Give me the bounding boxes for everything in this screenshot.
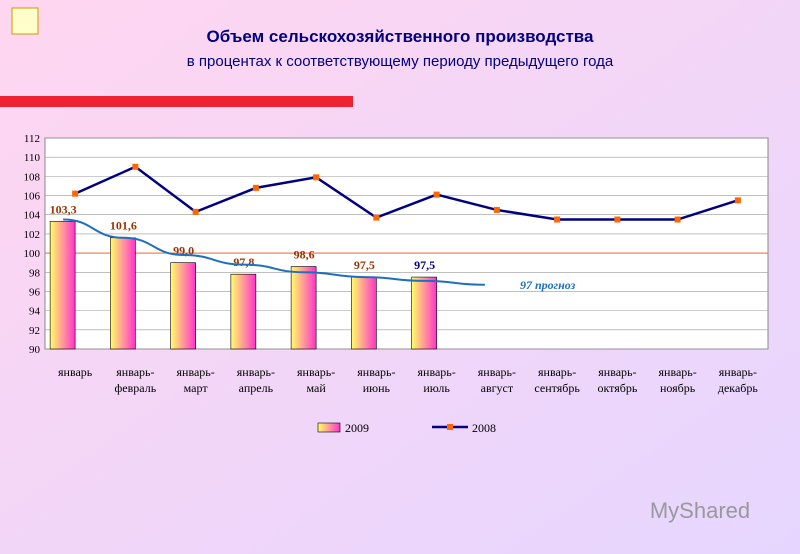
x-tick-label: январь-апрель	[237, 365, 275, 395]
legend-marker	[447, 424, 453, 430]
y-tick-label: 112	[24, 133, 40, 145]
legend-label: 2008	[472, 421, 496, 435]
x-tick-label: январь-октябрь	[597, 365, 637, 395]
line-2008	[74, 165, 739, 221]
bar	[170, 262, 196, 350]
bar	[411, 276, 437, 350]
trend-line	[63, 218, 485, 286]
y-tick-label: 110	[24, 152, 41, 164]
y-tick-label: 92	[29, 325, 40, 337]
line-marker	[313, 174, 320, 181]
x-tick-label: январь-сентябрь	[534, 365, 580, 395]
slide-icon	[11, 7, 39, 35]
line-marker	[252, 184, 259, 191]
y-tick-label: 100	[24, 248, 41, 260]
x-tick-label: январь-июнь	[357, 365, 395, 395]
y-tick-label: 94	[29, 306, 41, 318]
line-marker	[614, 216, 621, 223]
watermark: MyShared	[650, 498, 750, 523]
x-tick-label: январь-ноябрь	[659, 365, 697, 395]
line-marker	[433, 191, 440, 198]
y-tick-label: 96	[29, 286, 41, 298]
y-tick-label: 106	[24, 191, 41, 203]
value-label: 101,6	[110, 219, 137, 233]
value-label: 97,8	[233, 255, 254, 269]
x-tick-label: январь-август	[478, 365, 516, 395]
y-tick-label: 104	[24, 210, 41, 222]
bar	[110, 237, 136, 350]
red-stripe	[0, 96, 353, 107]
x-tick-label: январь-май	[297, 365, 335, 395]
value-label: 103,3	[50, 202, 77, 216]
y-tick-label: 102	[24, 229, 41, 241]
y-tick-label: 98	[29, 267, 41, 279]
legend-label: 2009	[345, 421, 369, 435]
bar	[49, 221, 76, 350]
x-tick-label: январь-июль	[418, 365, 456, 395]
value-label: 98,6	[294, 248, 315, 262]
line-marker	[674, 216, 681, 223]
plot-area	[44, 137, 769, 350]
line-marker	[734, 197, 741, 204]
trend-label: 97 прогноз	[520, 278, 576, 292]
line-marker	[132, 163, 139, 170]
chart-subtitle: в процентах к соответствующему периоду п…	[187, 53, 614, 70]
x-tick-label: январь	[58, 365, 93, 379]
value-label: 97,5	[414, 258, 435, 272]
bar	[230, 273, 257, 350]
legend-swatch	[317, 422, 341, 433]
y-tick-label: 108	[24, 171, 41, 183]
chart-title: Объем сельскохозяйственного производства	[207, 27, 595, 46]
line-marker	[554, 216, 561, 223]
line-marker	[373, 214, 380, 221]
line-marker	[72, 190, 79, 197]
x-tick-label: январь-декабрь	[718, 365, 759, 395]
value-label: 97,5	[354, 258, 375, 272]
line-marker	[493, 206, 500, 213]
bar	[290, 266, 317, 350]
x-tick-label: январь-февраль	[115, 365, 157, 395]
line-marker	[192, 208, 199, 215]
bar	[351, 276, 377, 350]
y-tick-label: 90	[29, 344, 41, 356]
x-tick-label: январь-март	[177, 365, 215, 395]
